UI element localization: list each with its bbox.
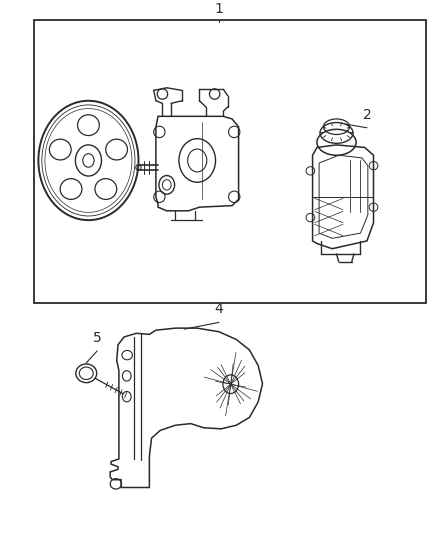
Text: 5: 5 <box>93 331 102 345</box>
Text: 2: 2 <box>363 108 371 122</box>
Bar <box>34 20 426 303</box>
Text: 1: 1 <box>215 2 223 16</box>
Text: 4: 4 <box>215 302 223 316</box>
